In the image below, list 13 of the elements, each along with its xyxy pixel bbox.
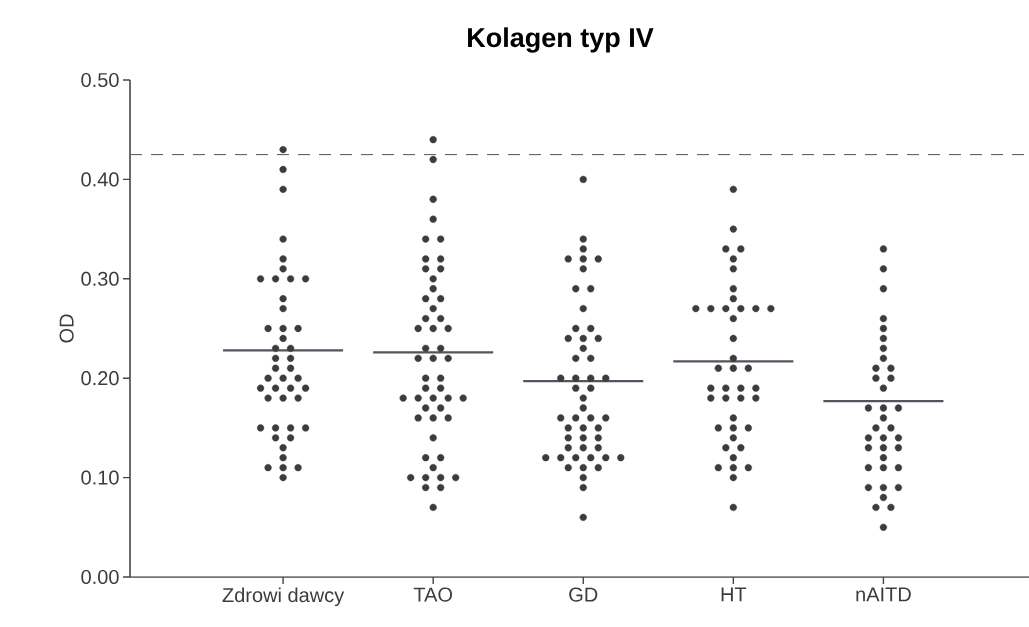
chart-title: Kolagen typ IV bbox=[468, 27, 654, 53]
x-tick-label: nAITD bbox=[856, 587, 911, 602]
x-tick-label: TAO bbox=[413, 587, 453, 602]
y-tick-label: 0.20 bbox=[81, 371, 119, 386]
y-tick-label: 0.50 bbox=[81, 72, 119, 88]
y-tick-label: 0.30 bbox=[81, 271, 119, 286]
x-tick-label: HT bbox=[721, 587, 747, 602]
y-tick-label: 0.00 bbox=[81, 569, 119, 585]
x-tick-label: Zdrowi dawcy bbox=[222, 587, 345, 607]
y-tick-label: 0.40 bbox=[81, 172, 119, 187]
x-tick-label: GD bbox=[569, 587, 598, 602]
y-tick-label: 0.10 bbox=[81, 470, 119, 485]
y-axis-title: OD bbox=[59, 314, 74, 343]
